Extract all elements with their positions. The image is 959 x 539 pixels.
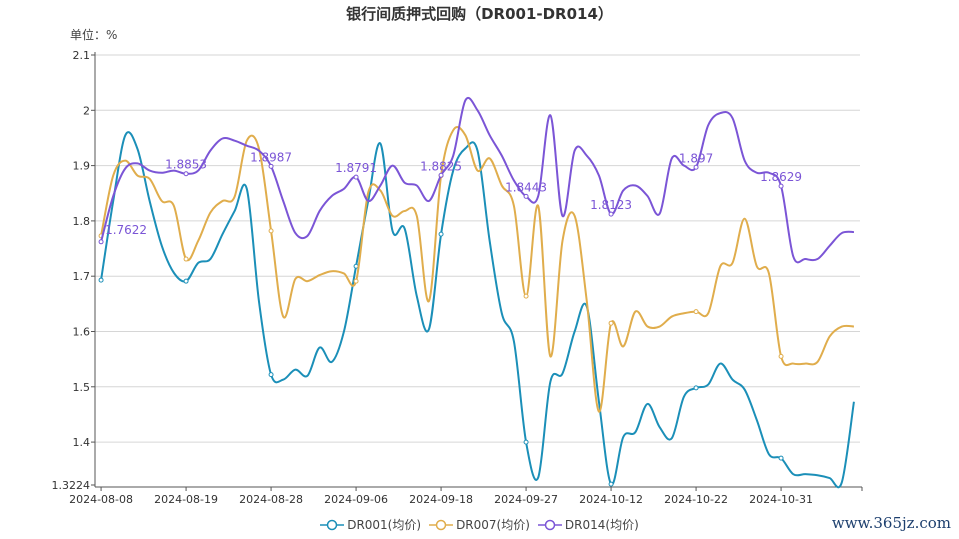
watermark: www.365jz.com xyxy=(831,514,951,532)
data-point xyxy=(438,172,444,178)
data-point xyxy=(183,278,189,284)
y-axis-unit-label: 单位：% xyxy=(70,28,118,42)
series-line xyxy=(100,131,855,489)
data-point xyxy=(693,164,699,170)
data-point xyxy=(523,293,529,299)
data-label: 1.8123 xyxy=(590,198,632,212)
series-dr001 xyxy=(98,131,855,489)
y-tick-label: 1.7 xyxy=(73,270,91,283)
data-point xyxy=(353,263,359,269)
data-point xyxy=(608,211,614,217)
y-tick-label: 1.8 xyxy=(73,215,91,228)
x-tick-label: 2024-09-27 xyxy=(494,493,558,506)
data-label: 1.8629 xyxy=(760,170,802,184)
y-tick-label: 1.5 xyxy=(73,381,91,394)
data-point xyxy=(438,231,444,237)
data-point xyxy=(693,385,699,391)
data-point xyxy=(268,228,274,234)
x-tick-label: 2024-10-31 xyxy=(749,493,813,506)
legend-label: DR001(均价) xyxy=(347,518,422,532)
x-tick-label: 2024-08-28 xyxy=(239,493,303,506)
y-tick-label: 1.9 xyxy=(73,160,91,173)
data-point xyxy=(523,193,529,199)
data-point xyxy=(268,163,274,169)
data-label: 1.8825 xyxy=(420,159,462,173)
legend-item[interactable]: DR001(均价) xyxy=(320,516,421,533)
y-tick-label: 1.4 xyxy=(73,436,91,449)
series-dr007 xyxy=(98,126,854,413)
data-point xyxy=(608,481,614,487)
y-tick-label: 2.1 xyxy=(73,49,91,62)
data-point xyxy=(353,174,359,180)
x-tick-label: 2024-08-08 xyxy=(69,493,133,506)
data-label: 1.8791 xyxy=(335,161,377,175)
legend-line-circle-icon xyxy=(320,519,345,530)
y-tick-label: 2 xyxy=(83,104,90,117)
legend-line-circle-icon xyxy=(537,519,562,530)
data-label: 1.8443 xyxy=(505,180,547,194)
legend-item[interactable]: DR007(均价) xyxy=(429,516,530,533)
data-point xyxy=(778,183,784,189)
legend-label: DR014(均价) xyxy=(564,518,639,532)
x-tick-label: 2024-08-19 xyxy=(154,493,218,506)
data-point xyxy=(183,256,189,262)
data-point xyxy=(608,320,614,326)
data-point xyxy=(183,171,189,177)
data-point xyxy=(98,239,104,245)
data-label: 1.897 xyxy=(679,151,713,165)
data-label: 1.7622 xyxy=(105,223,147,237)
legend-line-circle-icon xyxy=(429,519,454,530)
data-point xyxy=(353,278,359,284)
data-label: 1.8853 xyxy=(165,158,207,172)
x-tick-label: 2024-10-12 xyxy=(579,493,643,506)
x-tick-label: 2024-10-22 xyxy=(664,493,728,506)
series-dr014 xyxy=(98,96,855,264)
legend-label: DR007(均价) xyxy=(456,518,530,532)
y-tick-label: 1.3224 xyxy=(52,479,91,492)
data-point xyxy=(523,439,529,445)
data-point xyxy=(778,353,784,359)
x-tick-label: 2024-09-06 xyxy=(324,493,388,506)
legend-item[interactable]: DR014(均价) xyxy=(537,516,639,533)
series-line xyxy=(100,126,854,413)
data-point xyxy=(693,309,699,315)
data-label: 1.8987 xyxy=(250,150,292,164)
legend: DR001(均价) DR007(均价) DR014(均价) xyxy=(0,516,959,534)
data-point xyxy=(268,372,274,378)
data-point xyxy=(98,277,104,283)
data-point xyxy=(778,455,784,461)
y-tick-label: 1.6 xyxy=(73,325,91,338)
chart-title: 银行间质押式回购（DR001-DR014） xyxy=(346,5,613,23)
series-line xyxy=(100,96,855,264)
x-tick-label: 2024-09-18 xyxy=(409,493,473,506)
